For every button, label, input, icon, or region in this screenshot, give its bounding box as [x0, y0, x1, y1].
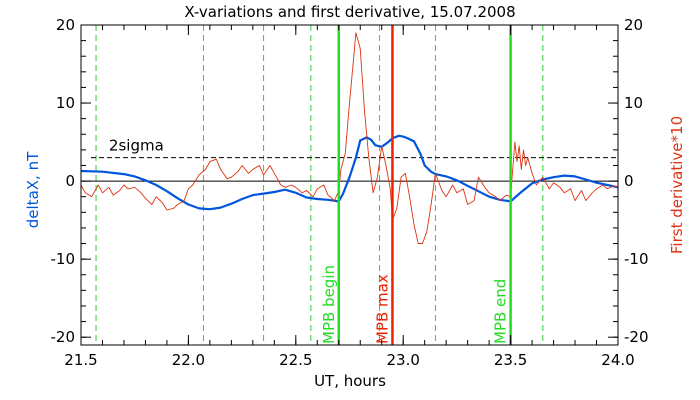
- marker-label-mpb-max: MPB max: [373, 274, 391, 344]
- right-axis-label: First derivative*10: [668, 116, 686, 254]
- y-tick-label-right: 20: [624, 16, 643, 34]
- x-tick-label: 23.5: [494, 351, 527, 369]
- y-tick-label-left: -10: [51, 250, 76, 268]
- x-tick-label: 23.0: [386, 351, 419, 369]
- y-tick-label-left: 20: [56, 16, 75, 34]
- y-tick-label-right: -10: [624, 250, 649, 268]
- chart-title: X-variations and first derivative, 15.07…: [184, 3, 515, 21]
- x-tick-label: 22.0: [172, 351, 205, 369]
- marker-label-mpb-end: MPB end: [492, 279, 510, 344]
- x-tick-label: 24.0: [601, 351, 634, 369]
- y-tick-label-left: 0: [65, 172, 75, 190]
- series-line-derivative: [80, 32, 619, 244]
- y-tick-label-right: 0: [624, 172, 634, 190]
- sigma-label: 2sigma: [109, 137, 164, 155]
- x-tick-label: 21.5: [64, 351, 97, 369]
- y-tick-label-right: 10: [624, 94, 643, 112]
- marker-label-mpb-begin: MPB begin: [320, 265, 338, 344]
- x-tick-label: 22.5: [279, 351, 312, 369]
- chart-grid: 2sigma: [81, 25, 618, 345]
- left-axis-label: deltaX, nT: [24, 151, 42, 228]
- series-line-deltax: [80, 134, 619, 211]
- plot-frame: [80, 24, 619, 346]
- y-tick-label-left: -20: [51, 328, 76, 346]
- chart-series: [80, 32, 619, 244]
- chart-axes: 21.5 22.0 22.5 23.0 23.5 24.0 -20 -10 0 10 20 -20 -1…: [51, 16, 649, 369]
- y-tick-label-right: -20: [624, 328, 649, 346]
- y-tick-label-left: 10: [56, 94, 75, 112]
- chart-markers: MPB begin MPB max MPB end: [320, 25, 512, 345]
- x-axis-label: UT, hours: [314, 372, 386, 390]
